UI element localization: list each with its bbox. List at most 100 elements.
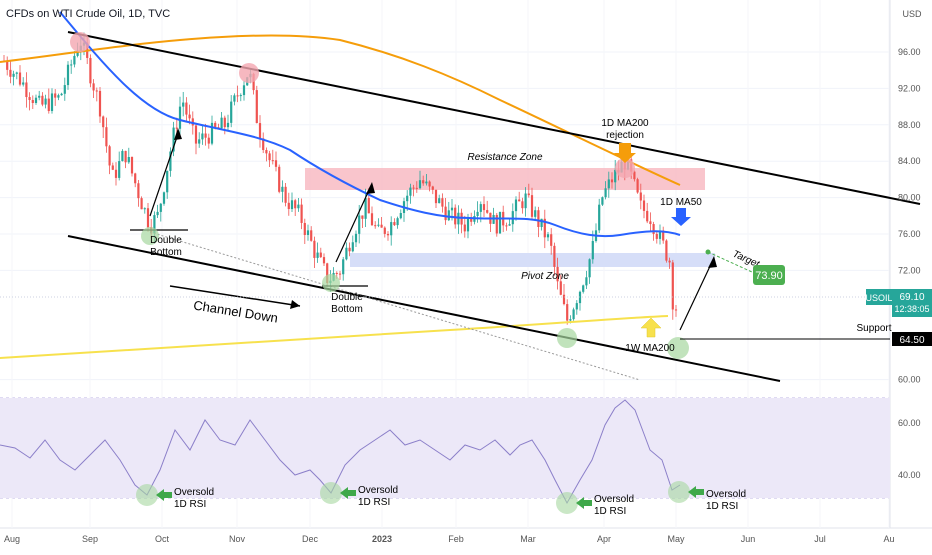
- candle-body: [284, 186, 287, 203]
- bottom-circle-2: [322, 274, 340, 292]
- channel-lower-line: [67, 235, 781, 382]
- candle-body: [63, 85, 66, 94]
- candle-body: [639, 192, 642, 201]
- candle-body: [76, 50, 79, 56]
- candle-body: [642, 200, 646, 211]
- oversold-2-line2: 1D RSI: [358, 497, 390, 508]
- candle-body: [543, 218, 546, 238]
- candle-body: [127, 157, 130, 163]
- time-tick-label: Oct: [155, 534, 170, 544]
- candle-body: [390, 222, 393, 236]
- candle-body: [434, 189, 438, 204]
- candle-body: [108, 146, 111, 166]
- candle-body: [255, 90, 258, 124]
- candle-body: [377, 224, 380, 226]
- candle-body: [674, 309, 678, 311]
- time-tick-label: Au: [883, 534, 894, 544]
- candle-body: [223, 117, 226, 128]
- swing-arrow-2-head: [366, 182, 375, 194]
- candle-body: [636, 179, 639, 193]
- price-tick-label: 96.00: [898, 47, 921, 57]
- time-tick-label: 2023: [372, 534, 392, 544]
- support-price-text: 64.50: [899, 335, 924, 346]
- candle-body: [191, 118, 194, 126]
- candle-body: [553, 245, 556, 267]
- candle-body: [22, 82, 25, 85]
- top-circle-1: [70, 32, 90, 52]
- candle-body: [476, 211, 479, 216]
- swing-arrow-2: [335, 187, 371, 263]
- oversold-4-line2: 1D RSI: [706, 501, 738, 512]
- oversold-3-line2: 1D RSI: [594, 506, 626, 517]
- candle-body: [137, 183, 140, 199]
- ma200-label: 1D MA200: [601, 118, 649, 129]
- candle-body: [524, 193, 527, 209]
- resistance-zone-label: Resistance Zone: [467, 152, 542, 163]
- candle-body: [537, 210, 540, 227]
- candle-body: [367, 198, 370, 214]
- candle-body: [450, 207, 454, 211]
- candle-body: [550, 234, 553, 246]
- candle-body: [169, 151, 172, 171]
- target-arrow-head: [708, 256, 717, 268]
- candle-body: [662, 230, 665, 241]
- resistance-zone: [305, 168, 705, 190]
- dotted-trend-line: [149, 231, 641, 381]
- candle-body: [646, 210, 649, 222]
- candle-body: [73, 55, 76, 65]
- candle-body: [31, 99, 34, 103]
- candle-body: [422, 180, 425, 184]
- price-tick-label: 60.00: [898, 375, 921, 385]
- candle-body: [470, 217, 473, 222]
- candle-body: [562, 294, 566, 305]
- candle-body: [105, 127, 108, 147]
- candle-body: [633, 171, 636, 180]
- candle-body: [50, 93, 54, 112]
- candle-body: [518, 199, 521, 202]
- double-bottom-2-line2: Bottom: [331, 304, 363, 315]
- candle-body: [281, 186, 284, 192]
- candle-body: [527, 193, 530, 196]
- candle-body: [447, 210, 450, 221]
- candle-body: [153, 215, 156, 234]
- candle-body: [300, 204, 303, 223]
- candle-body: [28, 97, 31, 100]
- price-tick-label: 80.00: [898, 193, 921, 203]
- candle-body: [588, 259, 591, 278]
- instrument-badge-text: USOIL: [865, 293, 892, 303]
- ma200-rejection-arrow: [614, 143, 636, 163]
- candle-body: [559, 281, 562, 295]
- candle-body: [585, 277, 588, 286]
- candle-body: [194, 125, 198, 144]
- candle-body: [466, 217, 470, 232]
- candle-body: [361, 215, 364, 219]
- support-badge: [892, 332, 932, 346]
- candle-body: [233, 95, 236, 102]
- candle-body: [134, 173, 137, 184]
- candle-body: [220, 117, 223, 129]
- candle-body: [89, 57, 92, 84]
- candle-body: [431, 186, 434, 190]
- candle-body: [607, 179, 610, 189]
- candle-body: [290, 200, 294, 210]
- candle-body: [306, 230, 310, 235]
- candle-body: [34, 97, 38, 103]
- rsi-tick-label: 60.00: [898, 418, 921, 428]
- rsi-circle-3: [556, 492, 578, 514]
- time-tick-label: May: [667, 534, 685, 544]
- candle-body: [482, 204, 486, 211]
- swing-arrow-1-head: [174, 128, 182, 140]
- candle-body: [207, 137, 210, 144]
- channel-down-arrow: [169, 285, 301, 307]
- support-label: Support: [856, 323, 891, 334]
- target-value: 73.90: [755, 270, 783, 282]
- candle-body: [335, 272, 338, 274]
- candle-body: [454, 207, 457, 225]
- candle-body: [198, 139, 201, 144]
- candle-body: [383, 227, 386, 234]
- candle-body: [114, 169, 118, 178]
- candle-body: [658, 230, 662, 239]
- target-arrow: [679, 261, 713, 331]
- candle-body: [178, 106, 182, 129]
